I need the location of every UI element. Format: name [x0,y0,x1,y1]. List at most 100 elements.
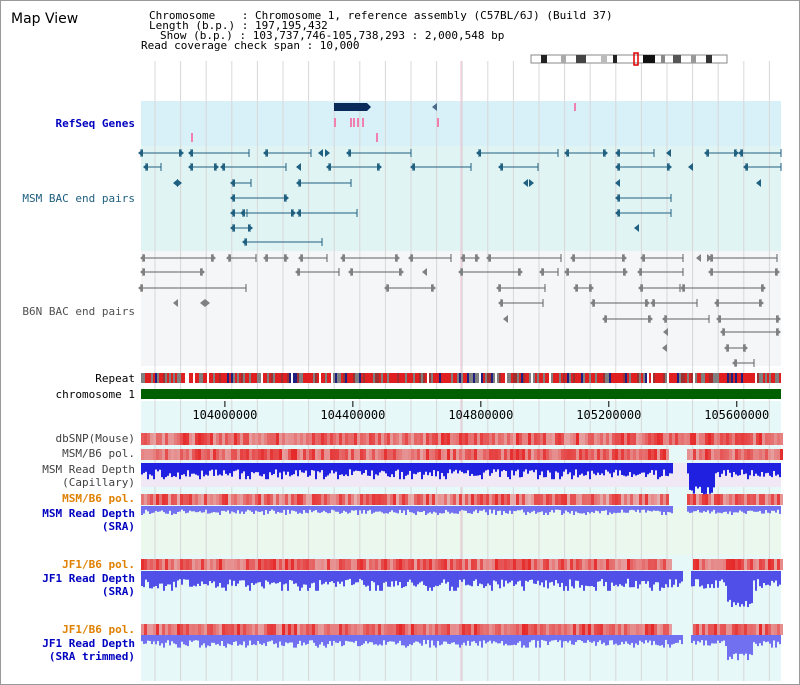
msm-depth-capillary-bar [319,463,321,473]
jf1-depth-sra-bar [407,571,409,582]
msm-bac-end-arrow [240,209,245,217]
msm-depth-sra-bar [773,506,775,511]
msm-depth-capillary-bar [419,463,421,472]
msm-b6-pol-sra-density [414,494,417,505]
msm-depth-capillary-bar [667,463,669,477]
msm-depth-sra-bar [315,506,317,511]
msm-b6-pol-density [384,449,387,460]
msm-b6-pol-density [447,449,450,460]
msm-b6-pol-density [381,449,384,460]
repeat-segment [591,373,593,383]
jf1-depth-trimmed-bar [155,635,157,645]
msm-depth-sra-bar [577,506,579,513]
jf1-b6-pol-density [465,559,468,570]
jf1-depth-sra-bar [701,571,703,586]
jf1-depth-trimmed-bar [717,635,719,641]
jf1-depth-trimmed-bar [561,635,563,648]
dbsnp-density [384,433,387,445]
dbsnp-density [426,433,429,445]
msm-depth-capillary-bar [451,463,453,474]
jf1-b6-pol-trimmed-density [651,624,654,635]
msm-depth-sra-bar [257,506,259,512]
dbsnp-density [198,433,201,445]
jf1-b6-pol-density [621,559,624,570]
refseq-genes-label[interactable]: RefSeq Genes [55,117,135,130]
msm-depth-capillary-bar [507,463,509,477]
msm-depth-sra-bar [751,506,753,511]
msm-depth-capillary-bar [475,463,477,476]
chromosome-line: Chromosome : Chromosome 1, reference ass… [149,9,613,22]
jf1-depth-trimmed-bar [565,635,567,642]
repeat-segment [715,373,717,383]
jf1-b6-pol-density [375,559,378,570]
repeat-segment [157,373,159,383]
jf1-depth-sra-bar [315,571,317,591]
jf1-depth-trimmed-bar [265,635,267,647]
msm-depth-sra-bar [525,506,527,515]
jf1-depth-sra-bar [487,571,489,584]
jf1-b6-pol-density [372,559,375,570]
jf1-b6-pol-density [345,559,348,570]
msm-b6-pol-density [459,449,462,460]
jf1-b6-pol-density [159,559,162,570]
jf1-depth-trimmed-bar [645,635,647,641]
jf1-depth-sra-bar [533,571,535,584]
msm-depth-sra-bar [201,506,203,513]
msm-bac-end-arrow [230,209,235,217]
jf1-b6-pol-density [357,559,360,570]
msm-b6-pol-sra-density [660,494,663,505]
msm-b6-pol-density [726,449,729,460]
repeat-segment [357,373,359,383]
dbsnp-density [636,433,639,445]
repeat-segment [547,373,549,383]
msm-depth-sra-bar [175,506,177,514]
jf1-depth-trimmed-bar [523,635,525,646]
repeat-segment [663,373,665,383]
repeat-segment [301,373,303,383]
axis-tick-label: 104000000 [192,408,257,422]
jf1-depth-sra-bar [389,571,391,587]
repeat-segment [371,373,373,383]
msm-depth-sra-bar [349,506,351,513]
msm-depth-capillary-bar [165,463,167,478]
jf1-b6-pol-density [387,559,390,570]
jf1-depth-sra-bar [735,571,737,606]
jf1-depth-trimmed-bar [175,635,177,645]
dbsnp-density [399,433,402,445]
jf1-depth-sra-bar [605,571,607,582]
msm-depth-capillary-bar [659,463,661,478]
msm-depth-sra-bar [473,506,475,512]
msm-b6-pol-density [621,449,624,460]
jf1-depth-sra-bar [471,571,473,587]
jf1-depth-sra-bar [477,571,479,587]
repeat-segment [343,373,345,383]
jf1-depth-trimmed-bar [445,635,447,642]
jf1-depth-trimmed-bar [297,635,299,644]
jf1-b6-pol-trimmed-density [492,624,495,635]
jf1-b6-pol-density [468,559,471,570]
msm-depth-capillary-bar [369,463,371,476]
dbsnp-density [441,433,444,445]
msm-depth-capillary-bar [537,463,539,480]
msm-b6-pol-sra-density [645,494,648,505]
msm-bac-end-pairs-label[interactable]: MSM BAC end pairs [22,192,135,205]
dbsnp-density [255,433,258,445]
b6n-bac-end-pairs-label[interactable]: B6N BAC end pairs [22,305,135,318]
repeat-segment [605,373,607,383]
jf1-depth-sra-bar [681,571,683,582]
repeat-segment [205,373,207,383]
jf1-depth-trimmed-bar [299,635,301,641]
repeat-segment [143,373,145,383]
jf1-b6-pol-trimmed-density [360,624,363,635]
msm-b6-pol-density [294,449,297,460]
msm-depth-capillary-bar [143,463,145,473]
jf1-b6-pol-trimmed-density [363,624,366,635]
jf1-depth-trimmed-bar [283,635,285,647]
msm-depth-sra-bar [697,506,699,510]
jf1-b6-pol-density [528,559,531,570]
msm-depth-sra-bar [359,506,361,511]
jf1-b6-pol-trimmed-density [285,624,288,635]
repeat-segment [397,373,399,383]
msm-depth-capillary-bar [201,463,203,471]
